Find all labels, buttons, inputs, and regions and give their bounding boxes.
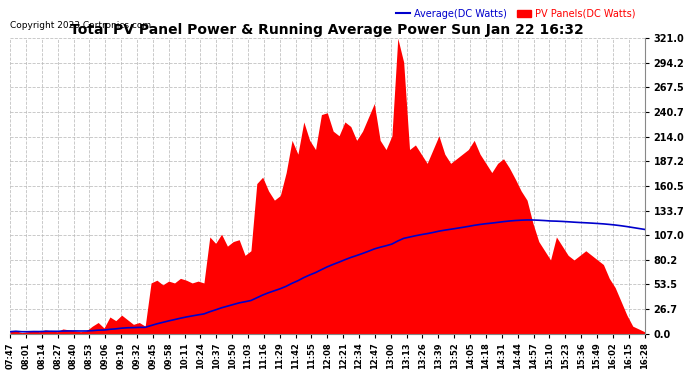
Legend: Average(DC Watts), PV Panels(DC Watts): Average(DC Watts), PV Panels(DC Watts) [392,5,640,22]
Title: Total PV Panel Power & Running Average Power Sun Jan 22 16:32: Total PV Panel Power & Running Average P… [70,23,584,37]
Text: Copyright 2023 Cartronics.com: Copyright 2023 Cartronics.com [10,21,151,30]
